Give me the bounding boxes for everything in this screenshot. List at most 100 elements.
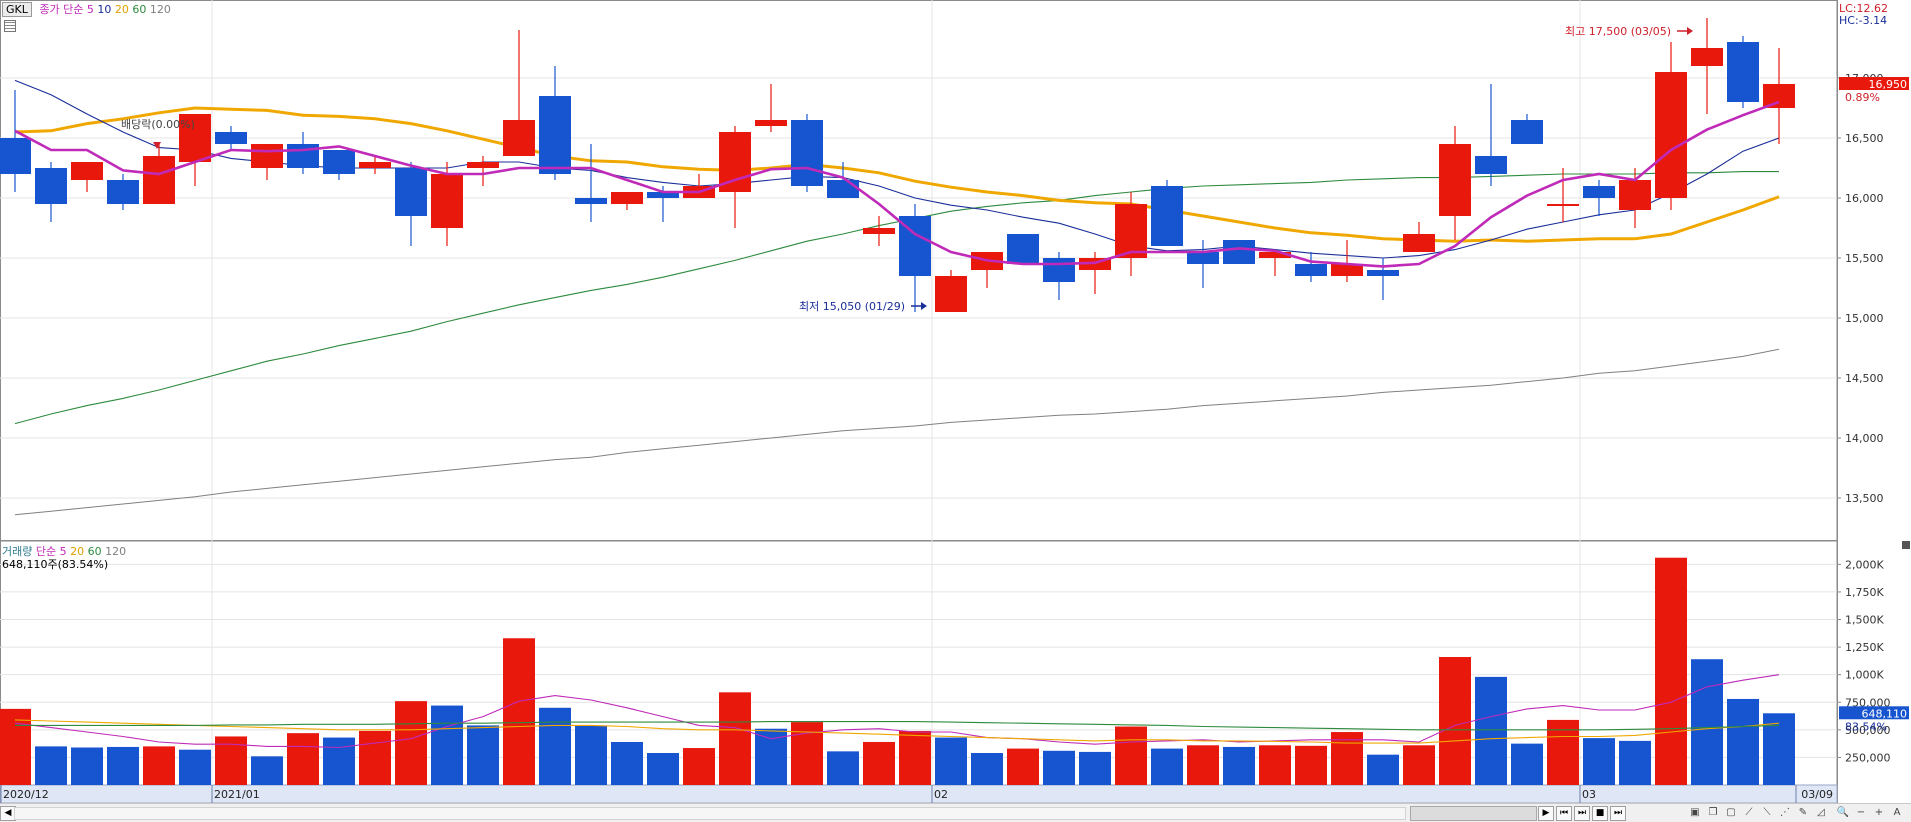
price-ma60-line [14,171,1779,425]
candle-up [1655,72,1687,198]
candle-up [1691,48,1723,66]
candle-up [359,162,391,168]
price-legend-ma120: 120 [149,3,171,16]
shape-tool-icon[interactable]: ◿ [1817,807,1825,818]
volume-bar-down [575,725,607,785]
candle-down [647,192,679,198]
volume-ma5-line [14,674,1780,749]
volume-bar-up [395,701,427,785]
volume-legend-ma60: 60 [87,545,102,558]
low-annotation: 최저 15,050 (01/29) [799,300,905,313]
line-tool-icon[interactable]: ⟋ [1745,807,1753,818]
volume-bar-up [1259,745,1291,785]
first-page-button[interactable]: ⏮ [1556,806,1572,821]
next-page-button[interactable]: ⏭ [1574,806,1590,821]
candle-down [1583,186,1615,198]
volume-bar-down [1079,751,1111,785]
chart-bottom-toolbar: ◀ ▶ ⏮ ⏭ ■ ⏭ ▣ ❐ ▢ ⟋ ⟍ ⋰ ✎ ◿ 🔍 − + A [0,803,1911,822]
volume-bar-down [971,753,1003,785]
low-arrow-head [921,302,927,310]
candle-down [1187,252,1219,264]
candle-up [1115,204,1147,258]
scroll-right-button[interactable]: ▶ [1538,806,1554,821]
current-change-label: 0.89% [1845,91,1880,104]
volume-bar-down [71,747,103,785]
volume-legend-sub: 단순 [35,545,57,558]
price-tick-label: 16,500 [1845,132,1884,145]
price-ma10-line [14,79,1780,259]
volume-bar-up [1331,732,1363,785]
ticker-tag[interactable]: GKL [2,2,32,17]
price-legend: GKL 종가 단순 5 10 20 60 120 [2,1,171,17]
trend-tool-icon[interactable]: ⟍ [1763,807,1771,818]
candle-up [863,228,895,234]
grid-toggle-icon[interactable] [4,20,16,32]
volume-bar-up [503,638,535,785]
chart-canvas[interactable]: 13,500 14,000 14,500 15,000 15,500 16,000 16,5… [0,0,1911,803]
candle-down [35,168,67,204]
candle-down [1475,156,1507,174]
volume-bar-up [1547,719,1579,785]
current-volume-badge [1839,706,1909,720]
candle-up [251,144,283,168]
candle-down [1223,240,1255,264]
candle-down [1151,186,1183,246]
volume-bar-up [899,730,931,785]
candle-up [1547,204,1579,206]
volume-tick-label: 1,750K [1845,586,1884,599]
price-tick-label: 14,500 [1845,372,1884,385]
volume-bar-down [251,756,283,785]
zoom-in-button[interactable]: + [1874,807,1884,818]
volume-bar-up [719,692,751,785]
layout-icon[interactable]: ▣ [1690,807,1700,818]
window-icon[interactable]: ▢ [1726,807,1736,818]
brush-tool-icon[interactable]: ✎ [1798,807,1808,818]
volume-bar-up [863,741,895,785]
volume-bar-up [287,733,319,785]
scroll-track[interactable] [14,807,1406,820]
current-price-label: 16,950 [1869,78,1908,91]
price-ma20-line [14,106,1780,243]
volume-tick-label: 750,000 [1845,696,1891,709]
end-button[interactable]: ⏭ [1610,806,1626,821]
candle-up [719,132,751,192]
volume-bar-down [1583,738,1615,785]
candle-up [1439,144,1471,216]
hc-label: HC:-3.14 [1839,14,1887,27]
candle-down [1727,42,1759,102]
price-tick-label: 14,000 [1845,432,1884,445]
candle-up [71,162,103,180]
volume-tick-label: 500,000 [1845,724,1891,737]
x-tick-label: 02 [934,788,948,801]
x-tick-label: 2020/12 [3,788,49,801]
x-tick-label: 03/09 [1801,788,1833,801]
volume-bar-down [1511,743,1543,785]
price-tick-label: 15,500 [1845,252,1884,265]
price-legend-ma5: 5 [86,3,94,16]
volume-legend: 거래량 단순 5 20 60 120 [2,543,126,559]
candle-up [935,276,967,312]
volume-bar-up [1439,657,1471,785]
candle-down [0,138,31,174]
candle-down [323,150,355,174]
candle-down [215,132,247,144]
current-volume-ratio: 83.54% [1845,720,1887,733]
candle-down [395,168,427,216]
high-annotation: 최고 17,500 (03/05) [1565,25,1671,38]
price-legend-ma20: 20 [114,3,129,16]
font-size-button[interactable]: A [1893,807,1901,818]
volume-tick-label: 1,500K [1845,614,1884,627]
candle-down [1511,120,1543,144]
candle-down [1007,234,1039,264]
volume-bar-up [683,748,715,785]
fib-tool-icon[interactable]: ⋰ [1780,807,1790,818]
zoom-out-button[interactable]: − [1856,807,1866,818]
volume-bar-down [467,725,499,785]
lc-label: LC:12.62 [1839,2,1888,15]
copy-icon[interactable]: ❐ [1708,807,1718,818]
stop-button[interactable]: ■ [1592,806,1608,821]
search-icon[interactable]: 🔍 [1836,807,1850,818]
scroll-thumb[interactable] [1410,806,1537,821]
price-ma120-line [14,348,1780,516]
